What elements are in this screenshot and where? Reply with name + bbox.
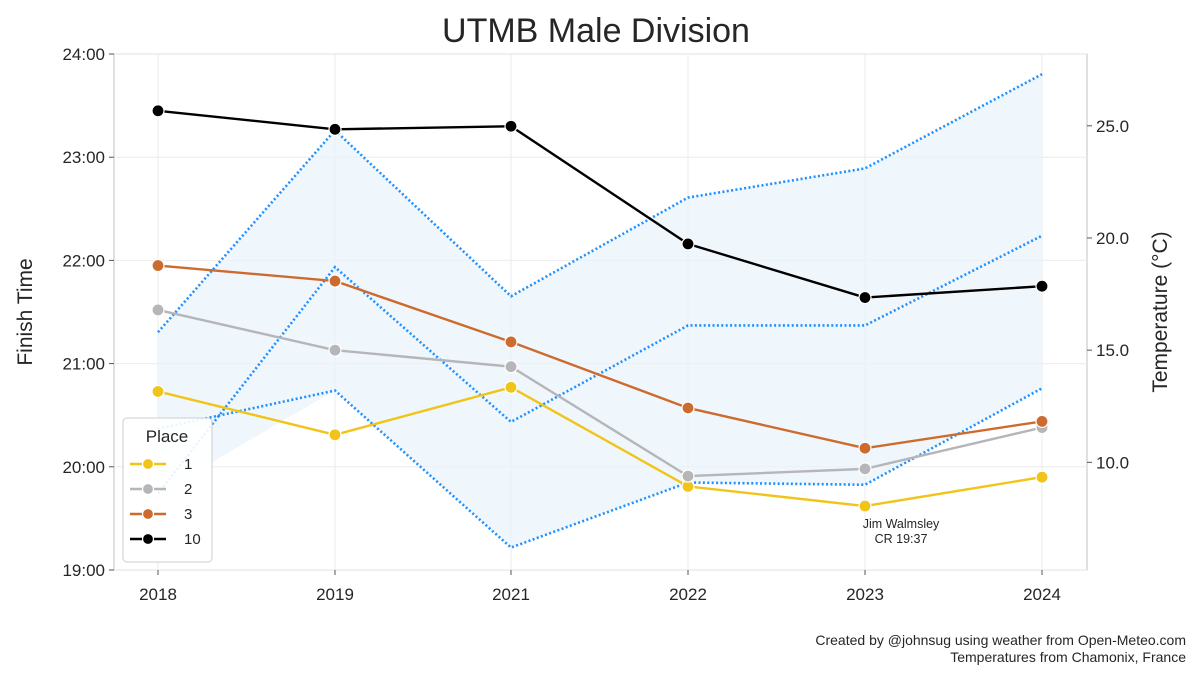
y2-tick-label: 25.0 xyxy=(1096,117,1129,136)
legend-label: 3 xyxy=(184,506,192,523)
x-tick-label: 2021 xyxy=(492,585,530,604)
data-point xyxy=(858,441,872,455)
data-point xyxy=(1035,470,1049,484)
legend-items: 1 2 3 10 xyxy=(130,456,201,548)
temperature-band xyxy=(158,74,1042,548)
legend-swatch-marker xyxy=(141,507,155,521)
y-tick-label: 21:00 xyxy=(62,355,105,374)
legend-swatch-marker xyxy=(141,532,155,546)
series-place-2 xyxy=(151,303,1049,483)
data-point xyxy=(504,335,518,349)
legend: Place 1 2 3 10 xyxy=(122,417,213,563)
y-tick-label: 22:00 xyxy=(62,251,105,270)
y2-tick-label: 20.0 xyxy=(1096,229,1129,248)
x-tick-label: 2018 xyxy=(139,585,177,604)
data-point xyxy=(858,462,872,476)
series-line xyxy=(157,109,1043,299)
data-point xyxy=(681,401,695,415)
legend-item-3: 3 xyxy=(130,506,192,523)
temperature-mean-line xyxy=(156,234,1043,495)
y-tick-label: 20:00 xyxy=(62,458,105,477)
y-tick-label: 23:00 xyxy=(62,148,105,167)
legend-item-10: 10 xyxy=(130,531,201,548)
legend-box xyxy=(122,417,213,563)
legend-swatch-marker xyxy=(141,457,155,471)
data-point xyxy=(151,258,165,273)
annotation-text: Jim Walmsley xyxy=(863,517,940,531)
legend-label: 10 xyxy=(184,531,201,548)
y2-tick-label: 15.0 xyxy=(1096,341,1129,360)
data-point xyxy=(1035,414,1049,428)
series-line xyxy=(157,386,1043,508)
data-point xyxy=(504,360,518,374)
y2-axis-label: Temperature (°C) xyxy=(1149,231,1172,392)
legend-swatch-marker xyxy=(141,482,155,496)
data-point xyxy=(151,384,165,399)
x-tick-label: 2023 xyxy=(846,585,884,604)
legend-title: Place xyxy=(146,427,189,446)
x-tick-label: 2024 xyxy=(1023,585,1061,604)
y2-tick-label: 10.0 xyxy=(1096,453,1129,472)
annotation-text: CR 19:37 xyxy=(875,532,928,546)
data-point xyxy=(858,290,872,305)
data-point xyxy=(681,469,695,483)
series-line xyxy=(157,264,1043,450)
series-place-10 xyxy=(151,104,1049,305)
y-tick-label: 24:00 xyxy=(62,45,105,64)
data-point xyxy=(681,237,695,251)
temperature-layer xyxy=(156,73,1043,550)
data-point xyxy=(504,380,518,394)
y-axis-label: Finish Time xyxy=(14,258,37,365)
data-point xyxy=(328,274,342,288)
data-point xyxy=(151,303,165,317)
legend-label: 1 xyxy=(184,456,192,473)
series-place-3 xyxy=(151,258,1049,455)
legend-item-1: 1 xyxy=(130,456,192,473)
data-point xyxy=(328,428,342,442)
credit-line-2: Temperatures from Chamonix, France xyxy=(950,649,1186,665)
axes-layer: 19:00 20:00 21:00 22:00 23:00 24:00 10.0 15.0 20… xyxy=(62,45,1129,604)
series-place-1 xyxy=(151,380,1049,513)
series-line xyxy=(157,308,1043,478)
data-point xyxy=(1035,279,1049,293)
data-point xyxy=(328,343,342,357)
credit-line-1: Created by @johnsug using weather from O… xyxy=(815,632,1186,648)
data-point xyxy=(504,119,518,133)
chart-title: UTMB Male Division xyxy=(442,12,750,50)
temperature-min-line xyxy=(157,387,1043,550)
data-point xyxy=(328,122,342,136)
legend-label: 2 xyxy=(184,481,192,498)
data-point xyxy=(151,104,165,118)
x-tick-label: 2022 xyxy=(669,585,707,604)
series-layer xyxy=(151,104,1049,513)
temperature-max-line xyxy=(157,73,1043,334)
legend-item-2: 2 xyxy=(130,481,192,498)
x-tick-label: 2019 xyxy=(316,585,354,604)
data-point xyxy=(858,499,872,513)
y-tick-label: 19:00 xyxy=(62,561,105,580)
